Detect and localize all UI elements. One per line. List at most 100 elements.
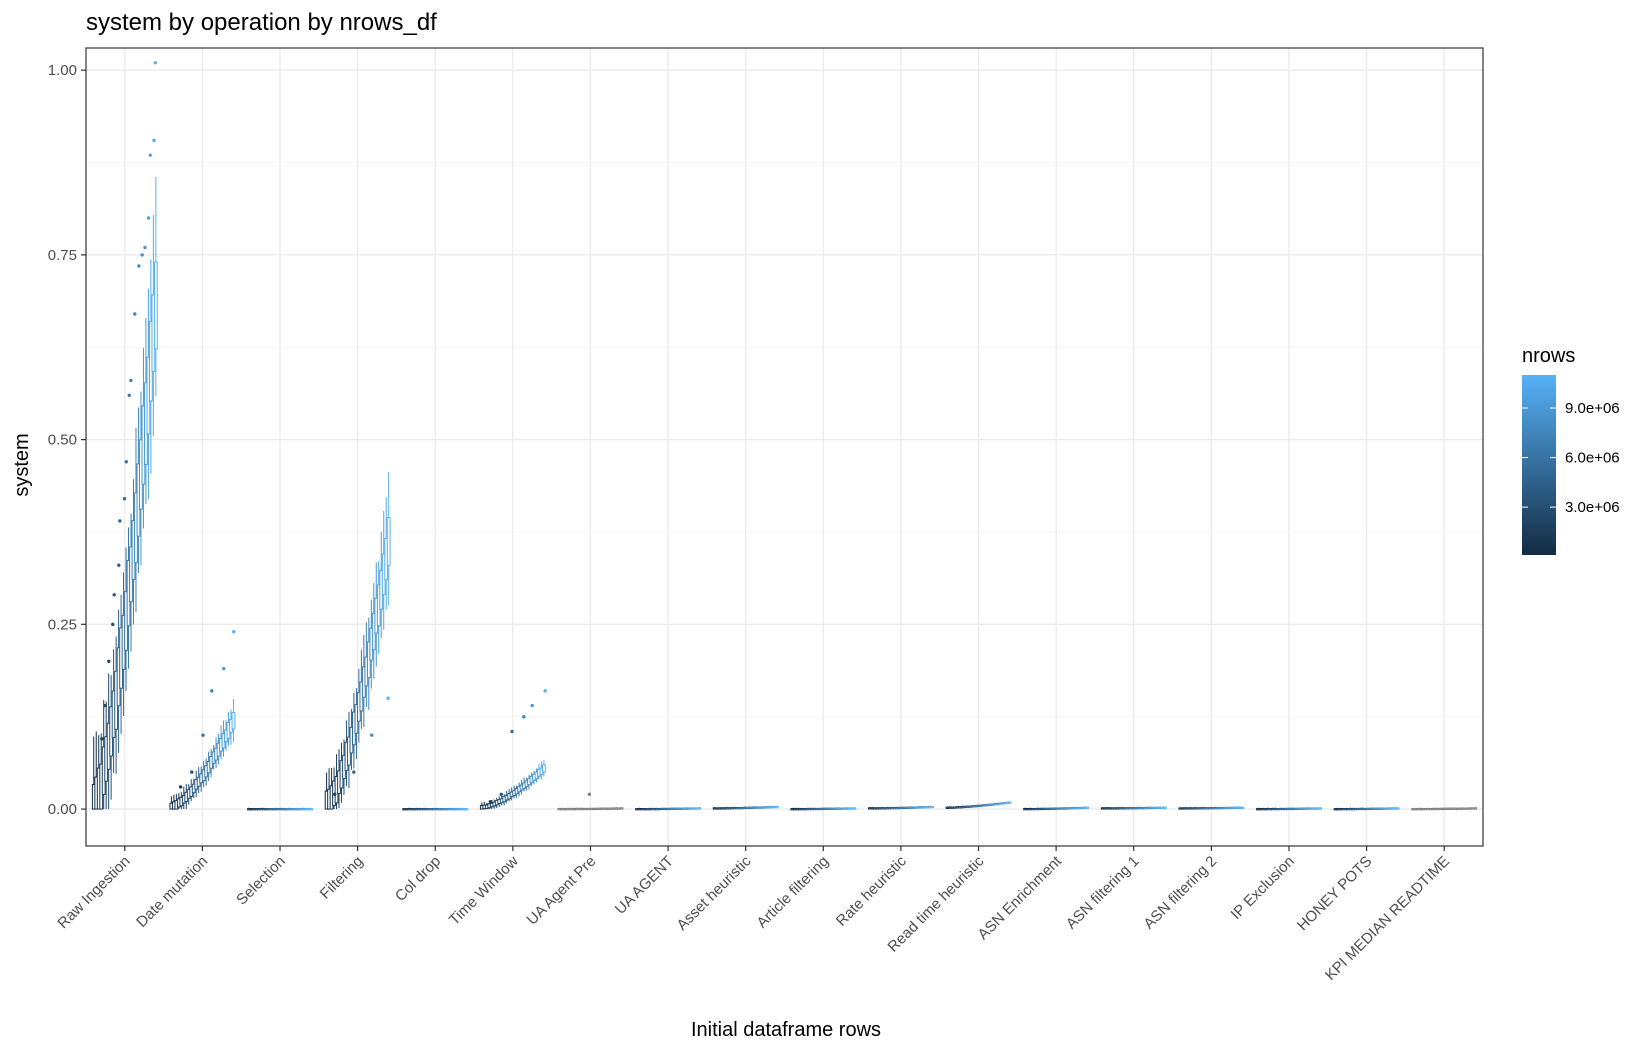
box bbox=[231, 712, 236, 730]
y-tick-label: 0.25 bbox=[48, 616, 77, 633]
box bbox=[774, 805, 779, 809]
x-tick-label: Col drop bbox=[392, 853, 444, 905]
outlier-point bbox=[153, 61, 157, 65]
x-tick-label: ASN filtering 1 bbox=[1063, 853, 1143, 933]
x-tick-label: Rate heuristic bbox=[833, 852, 910, 929]
y-tick-label: 1.00 bbox=[48, 62, 77, 79]
data-marks bbox=[91, 61, 1478, 811]
box bbox=[542, 764, 546, 773]
y-axis: 0.00 0.25 0.50 0.75 1.00 bbox=[48, 62, 86, 818]
box bbox=[697, 807, 702, 810]
outlier-point bbox=[178, 785, 183, 789]
outlier-point bbox=[210, 689, 214, 693]
x-tick-label: Raw Ingestion bbox=[54, 853, 133, 932]
outlier-point bbox=[124, 460, 128, 464]
outlier-point bbox=[143, 245, 147, 250]
group-filtering bbox=[324, 472, 391, 810]
outlier-point bbox=[499, 792, 503, 796]
x-tick-label: UA AGENT bbox=[612, 853, 677, 918]
outlier-point bbox=[112, 593, 116, 597]
outlier-point bbox=[587, 792, 592, 796]
outlier-point bbox=[333, 792, 337, 796]
outlier-point bbox=[489, 799, 493, 804]
group-honey-pots bbox=[1333, 807, 1400, 811]
outlier-point bbox=[137, 264, 141, 268]
group-selection bbox=[247, 807, 313, 811]
group-time-window bbox=[479, 689, 547, 810]
x-tick-label: Selection bbox=[233, 853, 289, 909]
outlier-point bbox=[100, 737, 104, 741]
outlier-point bbox=[190, 770, 194, 774]
legend-label: 9.0e+06 bbox=[1565, 400, 1620, 417]
box bbox=[852, 807, 857, 810]
box bbox=[309, 808, 313, 811]
box bbox=[1318, 807, 1322, 810]
outlier-point bbox=[103, 703, 107, 708]
x-tick-label: ASN filtering 2 bbox=[1140, 853, 1220, 933]
chart-title: system by operation by nrows_df bbox=[86, 9, 437, 36]
group-raw-ingestion bbox=[91, 61, 158, 810]
group-col-drop bbox=[402, 807, 469, 811]
group-asn-filtering-2 bbox=[1178, 806, 1245, 810]
legend-label: 6.0e+06 bbox=[1565, 450, 1620, 467]
box bbox=[930, 805, 934, 809]
panel-border bbox=[85, 47, 1484, 847]
x-tick-label: UA Agent Pre bbox=[524, 853, 600, 929]
x-tick-label: ASN Enrichment bbox=[975, 852, 1066, 943]
outlier-point bbox=[530, 703, 534, 708]
box bbox=[1007, 801, 1012, 804]
y-tick-label: 0.00 bbox=[48, 801, 77, 818]
y-tick-label: 0.50 bbox=[48, 432, 77, 449]
group-ua-agent bbox=[635, 806, 702, 811]
x-tick-label: Date mutation bbox=[133, 853, 211, 931]
outlier-point bbox=[522, 714, 526, 719]
box bbox=[1240, 806, 1245, 809]
group-asset-heuristic bbox=[712, 805, 779, 810]
x-tick-label: HONEY POTS bbox=[1294, 853, 1375, 934]
outlier-point bbox=[201, 733, 205, 737]
outlier-point bbox=[140, 253, 144, 257]
outlier-point bbox=[232, 630, 236, 634]
outlier-point bbox=[127, 393, 131, 397]
outlier-point bbox=[133, 312, 137, 316]
box bbox=[619, 807, 624, 810]
y-tick-label: 0.75 bbox=[48, 247, 77, 264]
legend: nrows 3.0e+06 6.0e+06 9.0e+06 bbox=[1522, 345, 1620, 555]
outlier-point bbox=[352, 770, 356, 774]
outlier-point bbox=[510, 729, 514, 734]
x-tick-label: Asset heuristic bbox=[674, 852, 755, 933]
group-kpi-median-readtime bbox=[1411, 807, 1478, 811]
x-axis: Raw Ingestion Date mutation Selection Filte… bbox=[54, 846, 1453, 984]
outlier-point bbox=[129, 378, 133, 383]
x-tick-label: Article filtering bbox=[754, 853, 833, 932]
group-date-mutation bbox=[169, 630, 236, 810]
legend-label: 3.0e+06 bbox=[1565, 499, 1620, 516]
legend-colorbar bbox=[1522, 375, 1556, 555]
legend-title: nrows bbox=[1522, 345, 1575, 367]
grid bbox=[86, 48, 1483, 846]
box bbox=[1473, 807, 1478, 810]
x-tick-label: Time Window bbox=[446, 853, 522, 929]
y-axis-title: system bbox=[11, 433, 33, 496]
group-asn-filtering-1 bbox=[1100, 806, 1167, 810]
group-rate-heuristic bbox=[867, 805, 934, 810]
group-asn-enrichment bbox=[1023, 806, 1090, 811]
outlier-point bbox=[222, 666, 226, 671]
box bbox=[464, 808, 469, 811]
outlier-point bbox=[117, 563, 121, 567]
group-read-time-heuristic bbox=[945, 801, 1012, 809]
outlier-point bbox=[146, 216, 151, 220]
group-ua-agent-pre bbox=[557, 792, 624, 811]
x-axis-title: Initial dataframe rows bbox=[691, 1019, 881, 1041]
x-tick-label: IP Exclusion bbox=[1228, 853, 1298, 923]
outlier-point bbox=[122, 497, 127, 501]
box bbox=[1085, 806, 1090, 809]
box bbox=[1162, 806, 1167, 809]
group-article-filtering bbox=[790, 807, 857, 811]
outlier-point bbox=[107, 659, 111, 663]
outlier-point bbox=[152, 138, 156, 143]
box bbox=[1395, 807, 1400, 810]
outlier-point bbox=[543, 689, 547, 693]
